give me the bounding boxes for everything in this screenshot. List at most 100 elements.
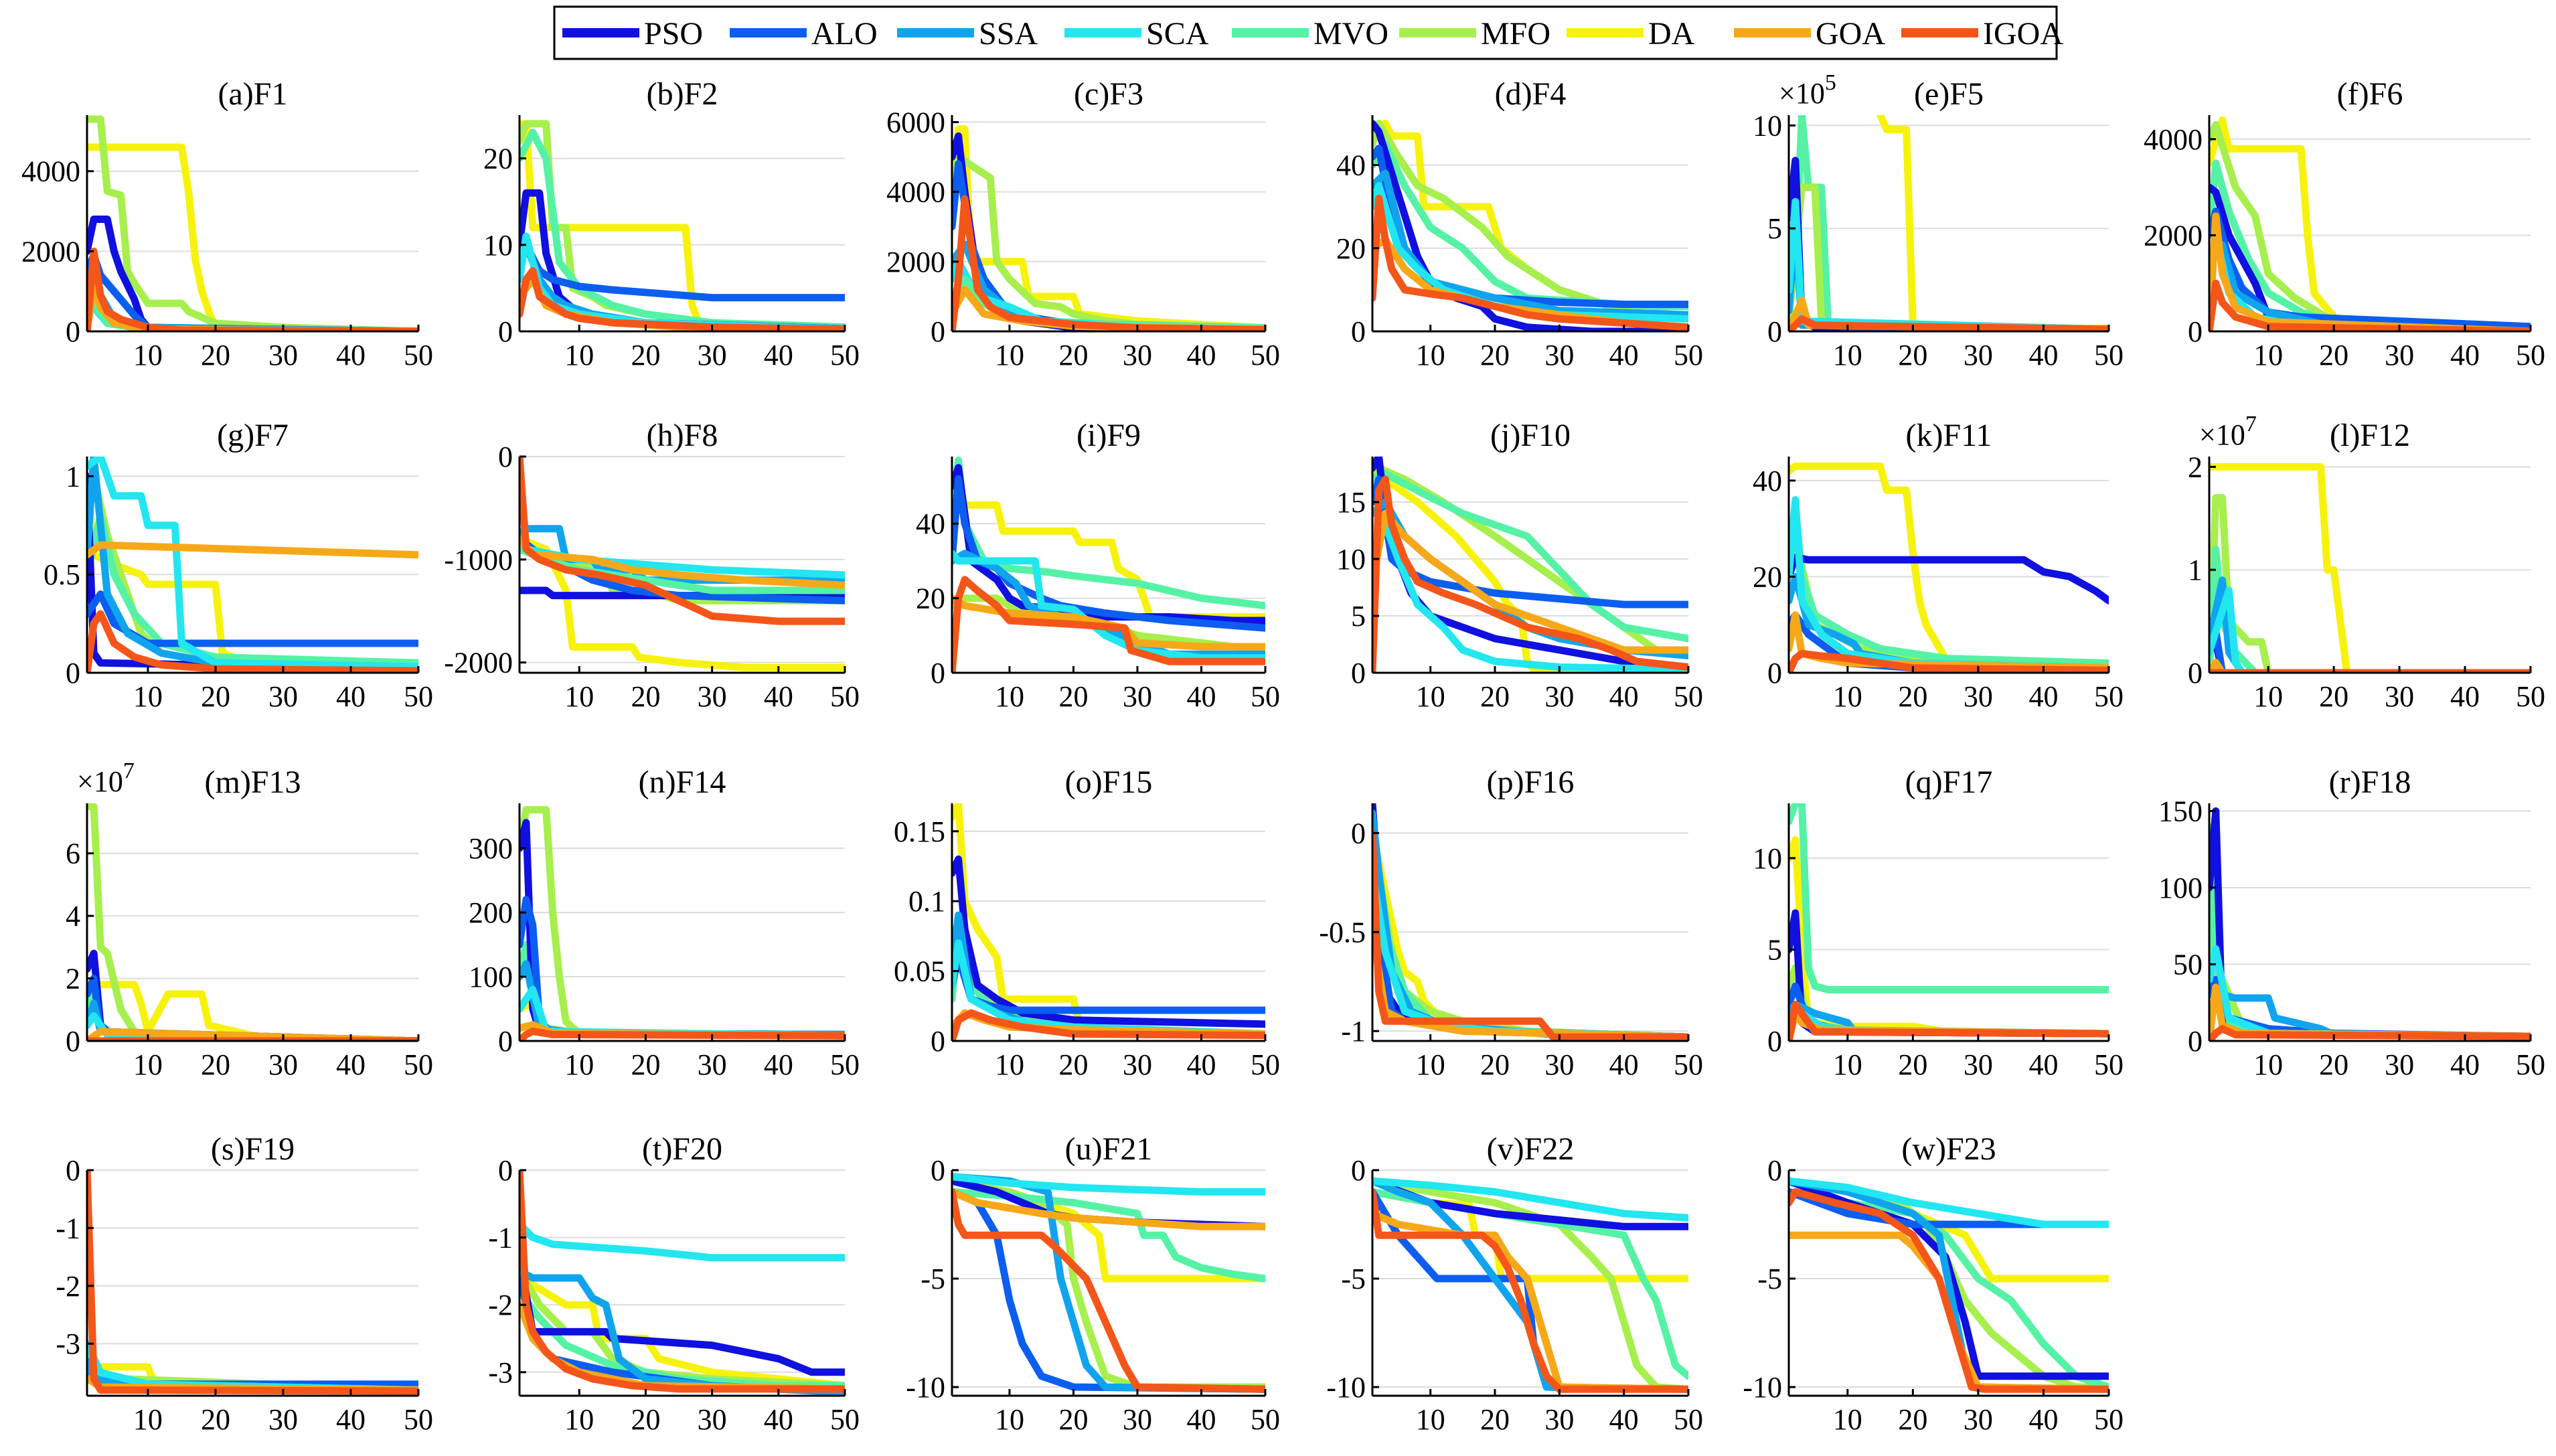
subplot-f21: -10 -5 0 10 20 30 40 50 (u)F21 (906, 1131, 1280, 1436)
subplot-f14: 0 100 200 300 10 20 30 40 50 (n)F14 (469, 764, 860, 1081)
series-line-igoa (2209, 279, 2531, 331)
plot-area (2209, 803, 2531, 1041)
x-tick-label: 50 (830, 339, 860, 372)
x-tick-label: 40 (336, 1048, 366, 1081)
x-tick-label: 40 (2450, 1048, 2480, 1081)
legend-label: SCA (1146, 16, 1209, 52)
subplot-title: (o)F15 (1065, 764, 1153, 800)
series-line-da (2209, 463, 2531, 673)
series-line-igoa (520, 1028, 845, 1041)
subplot-title: (b)F2 (647, 76, 718, 112)
x-tick-label: 50 (2516, 680, 2545, 713)
series-line-sca (952, 550, 1265, 662)
x-tick-label: 50 (830, 1403, 860, 1436)
subplot-title: (v)F22 (1487, 1131, 1575, 1167)
subplot-f3: 0 2000 4000 6000 10 20 30 40 50 (c)F3 (886, 76, 1280, 372)
x-tick-label: 20 (631, 1048, 660, 1081)
x-tick-label: 50 (1251, 1403, 1280, 1436)
subplot-f12: 0 1 2 10 20 30 40 50 (l)F12 ×107 (2188, 412, 2545, 713)
x-tick-label: 40 (1186, 680, 1216, 713)
x-tick-label: 30 (1964, 1403, 1993, 1436)
x-tick-label: 20 (631, 339, 660, 372)
series-line-igoa (1372, 829, 1688, 1041)
subplot-title: (g)F7 (217, 418, 289, 453)
y-tick-label: 0.05 (894, 955, 945, 988)
series-line-alo (952, 1188, 1265, 1393)
x-tick-label: 40 (336, 1403, 366, 1436)
x-tick-label: 20 (1898, 1048, 1927, 1081)
x-tick-label: 20 (1058, 1048, 1088, 1081)
x-tick-label: 30 (1964, 680, 1993, 713)
x-tick-label: 30 (268, 680, 298, 713)
subplot-title: (r)F18 (2329, 764, 2411, 800)
y-tick-label: 0 (66, 1025, 80, 1058)
series-line-sca (1372, 521, 1688, 673)
x-tick-label: 50 (2094, 1403, 2124, 1436)
x-tick-label: 50 (830, 1048, 860, 1081)
y-tick-label: 0 (66, 657, 80, 690)
x-tick-label: 30 (1123, 1048, 1152, 1081)
x-tick-label: 30 (698, 680, 727, 713)
x-tick-label: 40 (2028, 339, 2058, 372)
series-line-mvo (1789, 803, 2109, 993)
y-tick-label: 4000 (886, 176, 945, 209)
x-tick-label: 20 (2319, 680, 2348, 713)
y-tick-label: 0 (1351, 817, 1366, 850)
series-line-mfo (1372, 1177, 1688, 1393)
y-tick-label: 0 (931, 1154, 945, 1187)
axis-exponent: ×107 (77, 758, 135, 798)
x-tick-label: 30 (1544, 680, 1574, 713)
x-tick-label: 10 (564, 680, 594, 713)
y-tick-label: 0 (1351, 657, 1366, 690)
series-line-alo (87, 590, 418, 647)
series-line-igoa (1789, 1000, 2109, 1041)
subplot-f16: -1 -0.5 0 10 20 30 40 50 (p)F16 (1319, 764, 1703, 1081)
y-tick-label: 10 (483, 229, 513, 262)
plot-area (1789, 457, 2109, 673)
x-tick-label: 40 (336, 339, 366, 372)
legend-label: DA (1648, 16, 1695, 52)
plot-area (1789, 115, 2109, 331)
x-tick-label: 10 (2253, 680, 2283, 713)
x-tick-label: 50 (1674, 1048, 1703, 1081)
x-tick-label: 20 (2319, 339, 2348, 372)
y-tick-label: -3 (488, 1356, 513, 1389)
series-line-igoa (87, 610, 418, 673)
series-line-sca (2209, 586, 2531, 673)
x-tick-label: 50 (404, 1403, 433, 1436)
x-tick-label: 30 (698, 1048, 727, 1081)
series-line-ssa (2209, 576, 2531, 673)
y-tick-label: 6 (66, 837, 80, 870)
x-tick-label: 30 (698, 339, 727, 372)
series-line-igoa (1372, 475, 1688, 673)
subplot-title: (e)F5 (1914, 76, 1984, 112)
series-line-goa (952, 1188, 1265, 1230)
x-tick-label: 20 (631, 680, 660, 713)
x-tick-label: 40 (764, 339, 793, 372)
x-tick-label: 30 (1544, 339, 1574, 372)
series-line-mvo (1372, 470, 1688, 643)
subplot-f13: 0 2 4 6 10 20 30 40 50 (m)F13 ×107 (66, 758, 433, 1081)
subplot-f17: 0 5 10 10 20 30 40 50 (q)F17 (1753, 764, 2124, 1081)
y-tick-label: 20 (916, 582, 945, 615)
y-tick-label: -2 (488, 1289, 513, 1321)
y-tick-label: -10 (1326, 1371, 1366, 1404)
x-tick-label: 40 (1609, 1403, 1639, 1436)
y-tick-label: 300 (469, 832, 513, 865)
y-tick-label: 4000 (21, 155, 80, 188)
axis-exponent-power: 7 (2245, 412, 2257, 436)
subplot-f8: -2000 -1000 0 10 20 30 40 50 (h)F8 (444, 418, 860, 713)
x-tick-label: 50 (2094, 1048, 2124, 1081)
x-tick-label: 10 (1833, 1048, 1862, 1081)
subplot-title: (h)F8 (647, 418, 718, 453)
y-tick-label: 40 (1753, 465, 1782, 497)
subplot-f18: 0 50 100 150 10 20 30 40 50 (r)F18 (2158, 764, 2545, 1081)
y-tick-label: 20 (1336, 232, 1366, 265)
subplot-f5: 0 5 10 10 20 30 40 50 (e)F5 ×105 (1753, 70, 2124, 372)
x-tick-label: 10 (564, 339, 594, 372)
x-tick-label: 30 (1123, 680, 1152, 713)
y-tick-label: 1 (2188, 554, 2203, 586)
series-line-igoa (520, 457, 845, 625)
series-line-alo (952, 475, 1265, 632)
x-tick-label: 10 (1416, 1048, 1445, 1081)
